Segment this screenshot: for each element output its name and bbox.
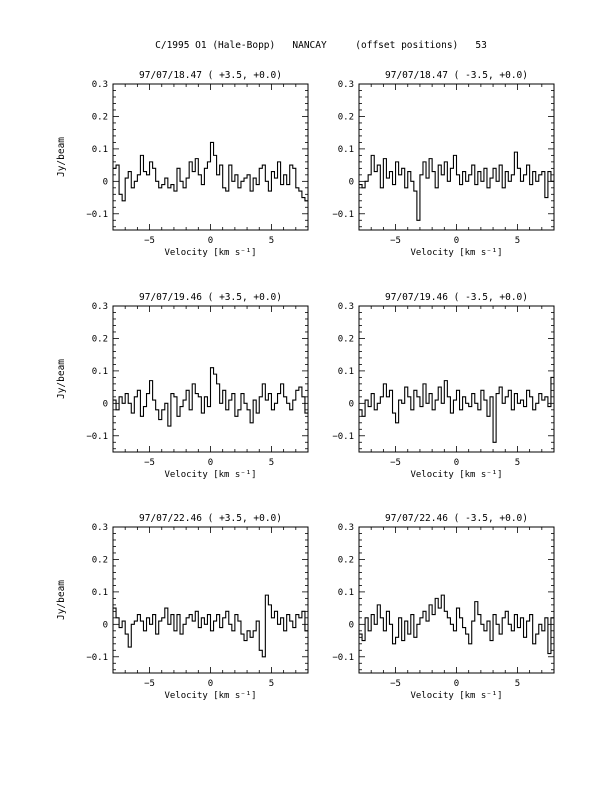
plot-frame (358, 305, 555, 453)
x-tick-label: 5 (515, 679, 520, 689)
x-axis-label: Velocity [km s⁻¹] (164, 248, 256, 258)
x-tick-label: 5 (515, 236, 520, 246)
y-tick-label: 0.2 (92, 112, 108, 122)
y-tick-label: −0.1 (86, 210, 108, 220)
spectrum-line (113, 367, 308, 427)
plot-frame (358, 526, 555, 674)
x-tick-label: −5 (144, 236, 155, 246)
y-tick-label: 0.3 (338, 523, 354, 533)
spectrum-panel-1: −5 0 5 −0.1 0 0.1 0.2 0.3 97/07/18.47 ( +3.5, +0… (56, 70, 309, 258)
x-axis-label: Velocity [km s⁻¹] (410, 691, 502, 701)
spectrum-panel-2: −5 0 5 −0.1 0 0.1 0.2 0.3 97/07/18.47 ( -3.5, +0… (332, 70, 555, 258)
spectrum-panel-4: −5 0 5 −0.1 0 0.1 0.2 0.3 97/07/19.46 ( -3.5, +0… (332, 292, 555, 480)
x-tick-label: 0 (454, 679, 459, 689)
panel-title: 97/07/22.46 ( -3.5, +0.0) (385, 513, 528, 524)
y-tick-label: −0.1 (332, 653, 354, 663)
plot-frame (112, 526, 309, 674)
panel-title: 97/07/18.47 ( -3.5, +0.0) (385, 70, 528, 81)
y-tick-label: 0 (349, 177, 354, 187)
panel-title: 97/07/19.46 ( -3.5, +0.0) (385, 292, 528, 303)
y-tick-label: 0.1 (92, 145, 108, 155)
y-axis-label: Jy/beam (56, 137, 67, 177)
y-tick-label: −0.1 (332, 432, 354, 442)
x-tick-label: 0 (208, 458, 213, 468)
y-axis-label: Jy/beam (56, 580, 67, 620)
y-tick-label: 0 (349, 399, 354, 409)
y-axis-label: Jy/beam (56, 359, 67, 399)
y-tick-label: −0.1 (86, 432, 108, 442)
spectrum-line (359, 376, 554, 443)
spectrum-panel-6: −5 0 5 −0.1 0 0.1 0.2 0.3 97/07/22.46 ( -3.5, +0… (332, 513, 555, 701)
panel-title: 97/07/19.46 ( +3.5, +0.0) (139, 292, 282, 303)
x-tick-label: −5 (390, 236, 401, 246)
x-tick-label: −5 (144, 679, 155, 689)
panel-title: 97/07/22.46 ( +3.5, +0.0) (139, 513, 282, 524)
x-axis-label: Velocity [km s⁻¹] (164, 470, 256, 480)
x-tick-label: 0 (208, 679, 213, 689)
y-tick-label: 0.1 (92, 588, 108, 598)
y-tick-label: 0 (103, 177, 108, 187)
y-tick-label: 0.2 (338, 112, 354, 122)
y-tick-label: 0.3 (92, 523, 108, 533)
x-tick-label: −5 (144, 458, 155, 468)
y-tick-label: −0.1 (86, 653, 108, 663)
x-tick-label: 5 (269, 679, 274, 689)
x-tick-label: 5 (269, 236, 274, 246)
y-tick-label: 0.3 (92, 302, 108, 312)
y-tick-label: 0.3 (92, 80, 108, 90)
x-tick-label: 5 (515, 458, 520, 468)
x-axis-label: Velocity [km s⁻¹] (164, 691, 256, 701)
x-axis-label: Velocity [km s⁻¹] (410, 470, 502, 480)
y-tick-label: 0.1 (338, 588, 354, 598)
y-tick-label: 0.1 (338, 145, 354, 155)
x-tick-label: 0 (208, 236, 213, 246)
y-tick-label: 0 (349, 620, 354, 630)
spectrum-panel-5: −5 0 5 −0.1 0 0.1 0.2 0.3 97/07/22.46 ( +3.5, +0… (56, 513, 309, 701)
spectrum-line (113, 141, 308, 202)
y-tick-label: 0 (103, 399, 108, 409)
spectrum-line (359, 151, 554, 221)
x-tick-label: 5 (269, 458, 274, 468)
y-tick-label: 0.2 (338, 334, 354, 344)
x-tick-label: −5 (390, 679, 401, 689)
spectrum-line (359, 594, 554, 655)
y-tick-label: 0.1 (92, 367, 108, 377)
x-tick-label: 0 (454, 458, 459, 468)
y-tick-label: 0.2 (92, 555, 108, 565)
x-axis-label: Velocity [km s⁻¹] (410, 248, 502, 258)
y-tick-label: 0 (103, 620, 108, 630)
page-title: C/1995 O1 (Hale-Bopp) NANCAY (offset pos… (155, 40, 487, 51)
spectrum-panel-3: −5 0 5 −0.1 0 0.1 0.2 0.3 97/07/19.46 ( +3.5, +0… (56, 292, 309, 480)
x-tick-label: −5 (390, 458, 401, 468)
panel-title: 97/07/18.47 ( +3.5, +0.0) (139, 70, 282, 81)
y-tick-label: 0.2 (338, 555, 354, 565)
x-tick-label: 0 (454, 236, 459, 246)
y-tick-label: 0.3 (338, 302, 354, 312)
spectrum-line (113, 594, 308, 658)
y-tick-label: −0.1 (332, 210, 354, 220)
y-tick-label: 0.1 (338, 367, 354, 377)
y-tick-label: 0.2 (92, 334, 108, 344)
y-tick-label: 0.3 (338, 80, 354, 90)
